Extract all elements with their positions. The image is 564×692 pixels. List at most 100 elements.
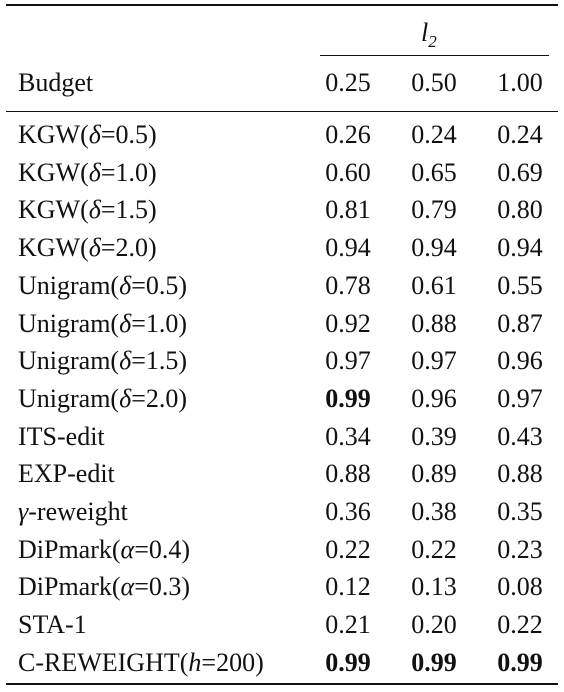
table-cell: 0.20 xyxy=(411,610,457,639)
table-cell: 0.97 xyxy=(497,384,543,413)
table-cell: 0.35 xyxy=(497,497,543,526)
table-cell: 0.22 xyxy=(325,535,371,564)
row-label-param: =1.5) xyxy=(100,195,157,224)
table-cell: 0.88 xyxy=(325,459,371,488)
table-cell: 0.89 xyxy=(411,459,457,488)
row-label-param: =0.5) xyxy=(131,271,188,300)
table-cell: 0.61 xyxy=(411,271,457,300)
table-cell: 0.34 xyxy=(325,422,371,451)
table-cell: 0.94 xyxy=(411,233,457,262)
group-rule xyxy=(320,55,549,56)
table-cell: 0.80 xyxy=(497,195,543,224)
row-label-symbol: δ xyxy=(88,233,101,262)
row-label-symbol: δ xyxy=(119,309,132,338)
row-label-text: EXP-edit xyxy=(18,459,115,488)
row-label: ITS-edit xyxy=(18,422,105,452)
row-label: Unigram(δ=1.0) xyxy=(18,309,187,339)
row-label-param: =200) xyxy=(201,648,264,677)
table-cell: 0.99 xyxy=(411,648,457,677)
row-label-symbol: δ xyxy=(88,195,101,224)
row-label-param: =1.0) xyxy=(100,158,157,187)
row-label-param: =2.0) xyxy=(131,384,188,413)
row-label-text: C-REWEIGHT( xyxy=(18,648,189,677)
table-cell: 0.99 xyxy=(325,384,371,413)
group-header-sub: 2 xyxy=(428,32,437,51)
table-cell: 0.36 xyxy=(325,497,371,526)
table-cell: 0.87 xyxy=(497,309,543,338)
table-cell: 0.78 xyxy=(325,271,371,300)
row-label-param: =0.3) xyxy=(134,572,191,601)
table-cell: 0.88 xyxy=(497,459,543,488)
row-label: KGW(δ=1.0) xyxy=(18,158,157,188)
row-label-text: STA-1 xyxy=(18,610,87,639)
table-cell: 0.60 xyxy=(325,158,371,187)
column-header: 1.00 xyxy=(497,68,543,97)
table-cell: 0.08 xyxy=(497,572,543,601)
table-cell: 0.43 xyxy=(497,422,543,451)
row-label-text: KGW( xyxy=(18,233,89,262)
table-cell: 0.92 xyxy=(325,309,371,338)
row-label-symbol: δ xyxy=(88,158,101,187)
row-label-symbol: δ xyxy=(119,271,132,300)
table-cell: 0.65 xyxy=(411,158,457,187)
table-cell: 0.21 xyxy=(325,610,371,639)
table-cell: 0.96 xyxy=(411,384,457,413)
row-label-text: KGW( xyxy=(18,120,89,149)
row-label-text: Unigram( xyxy=(18,271,120,300)
row-label: STA-1 xyxy=(18,610,87,640)
table-cell: 0.94 xyxy=(497,233,543,262)
row-label-param: =0.4) xyxy=(134,535,191,564)
table-cell: 0.38 xyxy=(411,497,457,526)
table-cell: 0.79 xyxy=(411,195,457,224)
row-label-symbol: α xyxy=(120,572,135,601)
bottom-rule xyxy=(6,683,558,685)
table-cell: 0.24 xyxy=(411,120,457,149)
row-label: C-REWEIGHT(h=200) xyxy=(18,648,264,678)
row-label-symbol: h xyxy=(188,648,202,677)
group-header-var: l xyxy=(421,18,429,47)
table-cell: 0.88 xyxy=(411,309,457,338)
table-cell: 0.99 xyxy=(497,648,543,677)
row-label-param: =1.0) xyxy=(131,309,188,338)
table-cell: 0.94 xyxy=(325,233,371,262)
row-label: Unigram(δ=2.0) xyxy=(18,384,187,414)
row-label-text: ITS-edit xyxy=(18,422,105,451)
table-cell: 0.39 xyxy=(411,422,457,451)
row-label-text: KGW( xyxy=(18,195,89,224)
table-cell: 0.26 xyxy=(325,120,371,149)
row-label: Unigram(δ=1.5) xyxy=(18,346,187,376)
table-cell: 0.23 xyxy=(497,535,543,564)
row-label-text: Unigram( xyxy=(18,309,120,338)
table-cell: 0.22 xyxy=(411,535,457,564)
row-label: EXP-edit xyxy=(18,459,115,489)
table-cell: 0.55 xyxy=(497,271,543,300)
table-cell: 0.24 xyxy=(497,120,543,149)
table-cell: 0.99 xyxy=(325,648,371,677)
table-cell: 0.81 xyxy=(325,195,371,224)
row-label: Unigram(δ=0.5) xyxy=(18,271,187,301)
row-label-text: DiPmark( xyxy=(18,572,121,601)
group-header: l2 xyxy=(421,18,437,57)
row-label-symbol: α xyxy=(120,535,135,564)
row-label-text: Unigram( xyxy=(18,384,120,413)
row-label-symbol: δ xyxy=(88,120,101,149)
column-header: 0.50 xyxy=(411,68,457,97)
row-label-param: -reweight xyxy=(28,497,128,526)
table-cell: 0.69 xyxy=(497,158,543,187)
row-label: KGW(δ=1.5) xyxy=(18,195,157,225)
table-cell: 0.12 xyxy=(325,572,371,601)
row-label: DiPmark(α=0.3) xyxy=(18,572,190,602)
top-rule xyxy=(6,4,558,6)
row-label-text: KGW( xyxy=(18,158,89,187)
row-label-text: Unigram( xyxy=(18,346,120,375)
row-label: DiPmark(α=0.4) xyxy=(18,535,190,565)
row-label-symbol: γ xyxy=(18,497,29,526)
table-cell: 0.96 xyxy=(497,346,543,375)
row-label: KGW(δ=0.5) xyxy=(18,120,157,150)
row-label-text: DiPmark( xyxy=(18,535,121,564)
row-label-param: =2.0) xyxy=(100,233,157,262)
column-header: 0.25 xyxy=(325,68,371,97)
row-label-symbol: δ xyxy=(119,346,132,375)
row-label: γ-reweight xyxy=(18,497,128,527)
table-cell: 0.97 xyxy=(325,346,371,375)
